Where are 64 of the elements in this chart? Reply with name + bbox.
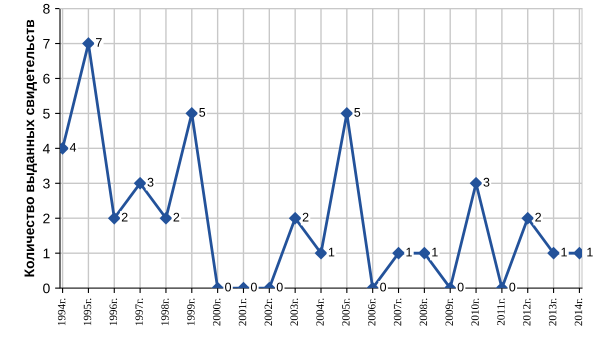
x-tick-label: 2001г.: [238, 298, 246, 326]
x-tick-label: 2003г.: [290, 298, 298, 326]
point: [314, 247, 328, 260]
y-tick-label: 1: [44, 248, 50, 258]
point: [289, 212, 302, 224]
data-label: 0: [276, 282, 283, 292]
x-tick-label: 2010г.: [471, 298, 479, 326]
x-tick-label: 2012г.: [523, 298, 531, 326]
x-tick-label: 1996г.: [110, 298, 118, 326]
x-tick-label: 2007г.: [394, 298, 402, 326]
x-tick-label: 2009г.: [445, 298, 454, 326]
x-tick-label: 1995г.: [84, 298, 92, 326]
x-tick-label: 1999г.: [187, 298, 195, 326]
data-label: 1: [406, 248, 412, 256]
data-label: 2: [174, 212, 180, 222]
x-tick-label: 2004г.: [316, 298, 324, 326]
data-label: 0: [458, 282, 464, 292]
data-label: 1: [587, 248, 593, 256]
x-tick-label: 2000г.: [212, 298, 220, 326]
x-tick-label: 2013г.: [548, 298, 556, 326]
data-label: 3: [148, 178, 154, 187]
point: [470, 177, 482, 190]
data-label: 0: [509, 282, 516, 292]
data-label: 3: [483, 178, 490, 187]
x-tick-label: 2011г.: [497, 298, 505, 326]
x-tick-label: 2014г.: [574, 298, 582, 326]
y-tick-label: 2: [43, 214, 50, 224]
data-label: 2: [302, 212, 308, 222]
data-label: 0: [225, 282, 232, 292]
point: [522, 212, 534, 224]
data-label: 1: [328, 248, 334, 256]
data-label: 5: [354, 108, 360, 117]
y-tick-label: 3: [43, 178, 50, 188]
data-label: 1: [432, 248, 438, 256]
x-tick-label: 2005г.: [342, 298, 350, 326]
point: [418, 247, 430, 260]
data-label: 0: [380, 282, 386, 292]
point: [186, 107, 198, 120]
data-label: 4: [70, 142, 76, 152]
x-tick-label: 1998г.: [161, 298, 169, 326]
point: [108, 212, 120, 224]
y-tick-label: 0: [43, 283, 50, 294]
y-tick-label: 4: [42, 144, 50, 154]
x-tick-label: 1994г.: [58, 298, 66, 326]
data-label: 0: [250, 282, 257, 292]
y-axis-title: Количество выданных свидетельств: [24, 20, 37, 276]
x-tick-label: 2008г.: [420, 298, 428, 326]
point: [134, 177, 146, 190]
x-tick-label: 1997г.: [135, 298, 143, 326]
data-label: 2: [535, 212, 541, 222]
y-tick-label: 6: [43, 74, 50, 84]
data-label: 2: [122, 212, 128, 222]
y-tick-label: 7: [43, 38, 50, 49]
x-tick-label: 2002г.: [264, 298, 272, 326]
point: [392, 247, 405, 260]
y-tick-label: 8: [43, 4, 50, 14]
point: [160, 212, 172, 224]
y-tick-label: 5: [43, 108, 50, 119]
point: [340, 107, 353, 120]
data-label: 1: [561, 248, 567, 256]
x-tick-label: 2006г.: [368, 298, 376, 326]
point: [547, 247, 560, 260]
data-label: 7: [96, 38, 102, 47]
data-label: 5: [199, 108, 206, 117]
